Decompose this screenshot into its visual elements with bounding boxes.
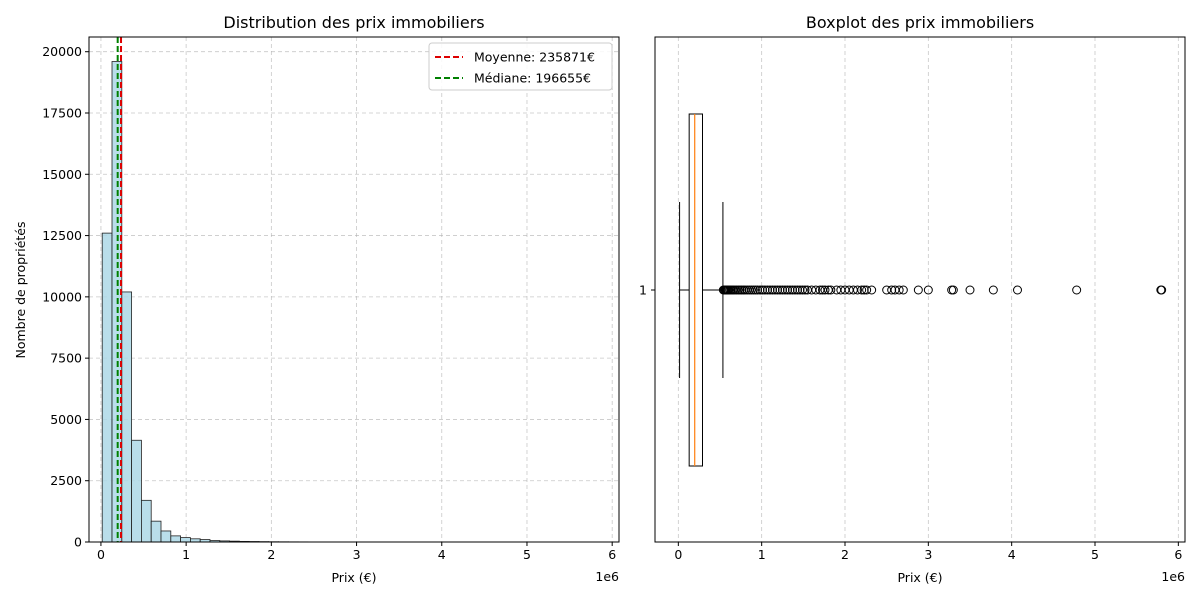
x-tick-label: 0 <box>97 547 105 562</box>
histogram-x-axis-label: Prix (€) <box>331 570 376 585</box>
y-tick-label: 1 <box>639 283 647 298</box>
x-tick-label: 4 <box>438 547 446 562</box>
histogram-bar <box>121 291 133 543</box>
legend-box <box>428 42 613 91</box>
histogram-legend: Moyenne: 235871€ Médiane: 196655€ <box>428 42 613 91</box>
outlier-point <box>820 285 830 295</box>
y-tick-label: 17500 <box>42 105 82 120</box>
x-tick-label: 1 <box>182 547 190 562</box>
x-tick-label: 1 <box>758 547 766 562</box>
histogram-bar <box>160 530 172 543</box>
legend-mean-label: Moyenne: 235871€ <box>474 50 595 65</box>
outlier-point <box>798 285 807 295</box>
outlier-point <box>894 285 904 295</box>
outlier-point <box>1157 285 1167 295</box>
histogram-bar <box>101 232 113 543</box>
outlier-point <box>748 285 758 295</box>
y-tick-label: 2500 <box>50 473 82 488</box>
legend-median-label: Médiane: 196655€ <box>474 71 591 86</box>
outlier-point <box>811 285 821 295</box>
outlier-point <box>965 285 975 295</box>
y-tick-label: 10000 <box>42 289 82 304</box>
outlier-point <box>1013 285 1022 295</box>
boxplot-x-ticks: 0 1 2 3 4 5 6 <box>674 542 1182 562</box>
outlier-point <box>923 285 933 295</box>
outlier-point <box>913 285 923 295</box>
outlier-point <box>826 285 836 295</box>
outlier-point <box>867 285 877 295</box>
histogram-bar <box>150 520 162 543</box>
histogram-x-offset-text: 1e6 <box>595 569 619 584</box>
outlier-point <box>898 285 908 295</box>
histogram-x-ticks: 0 1 2 3 4 5 6 <box>97 542 616 562</box>
x-tick-label: 3 <box>924 547 932 562</box>
boxplot-x-offset-text: 1e6 <box>1161 569 1185 584</box>
x-tick-label: 5 <box>1091 547 1099 562</box>
y-tick-label: 20000 <box>42 44 82 59</box>
histogram-bar <box>131 439 142 543</box>
x-tick-label: 6 <box>608 547 616 562</box>
boxplot-box <box>679 113 724 467</box>
interquartile-box <box>688 113 704 467</box>
histogram-bar <box>180 537 191 543</box>
histogram-title: Distribution des prix immobiliers <box>223 13 484 32</box>
histogram-bar <box>170 535 181 543</box>
outlier-point <box>948 285 958 295</box>
outlier-point <box>862 285 872 295</box>
histogram-plot-area <box>89 37 619 542</box>
boxplot-title: Boxplot des prix immobiliers <box>806 13 1034 32</box>
boxplot-outliers <box>718 285 1167 295</box>
x-tick-label: 4 <box>1008 547 1016 562</box>
outlier-point <box>988 285 998 295</box>
boxplot-y-ticks: 1 <box>639 283 655 298</box>
y-tick-label: 5000 <box>50 412 82 427</box>
y-tick-label: 15000 <box>42 167 82 182</box>
x-tick-label: 2 <box>267 547 275 562</box>
histogram-y-ticks: 0 2500 5000 7500 10000 12500 15000 17500 20000 <box>42 44 89 550</box>
x-tick-label: 5 <box>523 547 531 562</box>
outlier-point <box>746 285 756 295</box>
outlier-point <box>853 285 862 295</box>
outlier-point <box>1072 285 1082 295</box>
histogram-bar <box>141 499 152 543</box>
x-tick-label: 0 <box>674 547 682 562</box>
histogram-panel: 0 1 2 3 4 5 6 0 2500 5000 7500 10000 12500 15000 1750… <box>13 13 620 585</box>
outlier-point <box>750 285 760 295</box>
x-tick-label: 2 <box>841 547 849 562</box>
boxplot-panel: 0 1 2 3 4 5 6 1 Boxplot des prix immobiliers P… <box>639 13 1186 585</box>
outlier-point <box>800 285 810 295</box>
histogram-reference-lines <box>116 37 123 542</box>
boxplot-x-axis-label: Prix (€) <box>897 570 942 585</box>
outlier-point <box>857 285 867 295</box>
x-tick-label: 3 <box>353 547 361 562</box>
histogram-frame <box>88 36 620 543</box>
y-tick-label: 7500 <box>50 351 82 366</box>
boxplot-grid <box>677 37 1179 542</box>
y-tick-label: 12500 <box>42 228 82 243</box>
x-tick-label: 6 <box>1174 547 1182 562</box>
y-tick-label: 0 <box>74 535 82 550</box>
histogram-y-axis-label: Nombre de propriétés <box>13 221 28 358</box>
